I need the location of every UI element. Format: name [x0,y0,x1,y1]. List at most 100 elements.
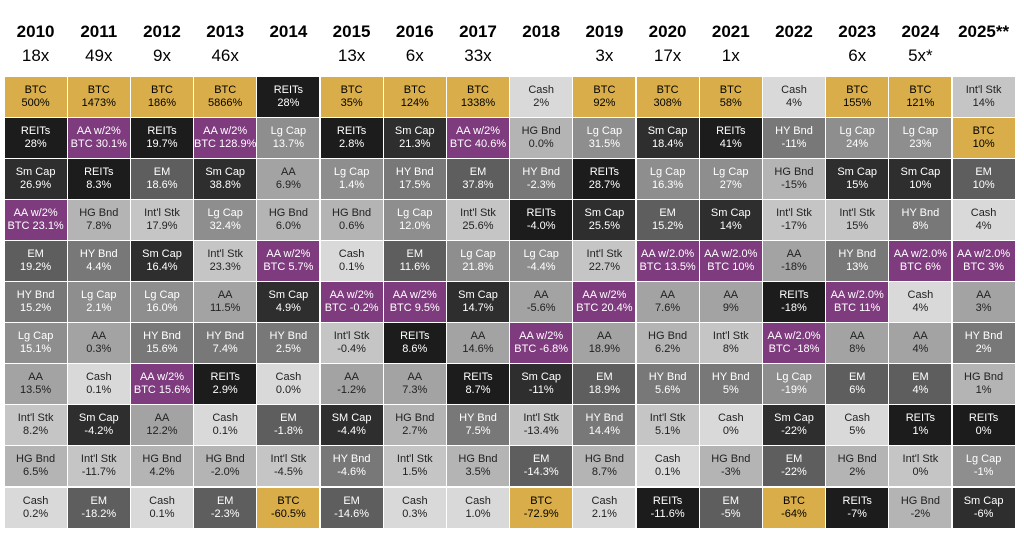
return-value: -22% [781,466,807,479]
return-cell: REITs 28% [257,76,320,117]
return-value: 155% [843,96,872,109]
asset-label: HY Bnd [459,412,497,425]
return-cell: Cash 5% [826,405,889,446]
return-value: -14.6% [334,507,370,520]
return-cell: AA w/2% BTC 9.5% [383,282,446,323]
return-cell: HY Bnd 7.4% [194,323,257,364]
asset-label: AA w/2.0% [956,247,1011,260]
asset-label: HG Bnd [79,206,119,219]
return-value: 0.0% [275,384,301,397]
return-value: -13.4% [523,425,559,438]
return-value: 1338% [460,96,496,109]
year-label: 2011 [80,22,118,41]
return-value: 19.7% [146,137,178,150]
return-cell: AA 18.9% [573,323,636,364]
return-cell: Lg Cap 1.4% [320,158,383,199]
return-value: -4.4% [526,260,556,273]
return-cell: Cash 0.2% [4,487,67,528]
return-cell: BTC 92% [573,76,636,117]
return-value: 1.0% [465,507,491,520]
asset-label: Cash [149,494,175,507]
return-cell: EM 37.8% [446,158,510,199]
return-cell: Lg Cap 16.0% [130,282,194,323]
asset-label: HG Bnd [900,494,940,507]
return-cell: REITs 0% [952,405,1015,446]
return-cell: Cash 4% [952,199,1015,240]
asset-label: Sm Cap [774,412,814,425]
return-value: -6% [973,507,994,520]
asset-label: HY Bnd [206,330,245,343]
return-cell: AA w/2% BTC 128.9% [194,117,257,158]
return-cell: BTC -64% [762,487,826,528]
column-header-2013: 2013 46x [194,0,257,76]
return-cell: BTC -60.5% [257,487,320,528]
asset-label: EM [659,206,676,219]
return-value: 14.7% [462,302,494,315]
return-value: -3% [721,466,741,479]
asset-label: AA [849,330,865,343]
asset-label: BTC [466,83,489,96]
asset-label: AA w/2.0% [830,289,884,302]
return-value: 7.5% [465,425,491,438]
asset-label: REITs [336,124,367,137]
year-label: 2012 [143,22,181,41]
return-value: 15% [846,178,869,191]
return-cell: AA 6.9% [257,158,320,199]
asset-label: AA w/2.0% [640,247,695,260]
return-value: 0.0% [528,137,554,150]
return-value: 32.4% [209,219,241,232]
return-cell: Sm Cap 14% [699,199,762,240]
asset-label: Int'l Stk [649,412,686,425]
return-cell: BTC -72.9% [510,487,573,528]
asset-label: Lg Cap [397,206,433,219]
return-cell: EM 4% [889,364,952,405]
return-cell: Sm Cap -4.2% [67,405,130,446]
return-value: BTC 9.5% [389,302,440,315]
return-value: 25.5% [588,219,620,232]
return-cell: HG Bnd -15% [762,158,826,199]
return-cell: HY Bnd 4.4% [67,240,130,281]
asset-label: REITs [400,330,430,343]
asset-label: AA [154,412,170,425]
asset-label: Lg Cap [207,206,243,219]
btc-multiple-label: 46x [211,46,239,65]
return-cell: AA w/2% BTC 5.7% [257,240,320,281]
asset-label: Cash [654,453,681,466]
return-cell: Lg Cap 31.5% [573,117,636,158]
return-cell: EM -14.3% [510,446,573,487]
asset-label: Sm Cap [205,165,246,178]
return-value: 1.4% [339,178,365,191]
asset-label: BTC [24,83,47,96]
return-cell: EM 11.6% [383,240,446,281]
return-cell: Sm Cap 21.3% [383,117,446,158]
asset-label: REITs [147,124,177,137]
return-cell: AA w/2% BTC -6.8% [510,323,573,364]
asset-label: AA w/2% [582,289,627,302]
return-cell: Sm Cap 14.7% [446,282,510,323]
return-value: 4% [912,343,929,356]
asset-label: Cash [22,494,49,507]
return-cell: AA w/2.0% BTC 6% [889,240,952,281]
return-value: -18.2% [81,507,117,520]
return-cell: REITs 8.3% [67,158,130,199]
return-value: BTC 128.9% [194,137,257,150]
return-value: 2.8% [339,137,365,150]
asset-label: Cash [844,412,871,425]
asset-label: AA w/2% [329,289,374,302]
return-cell: Cash 2.1% [573,487,636,528]
return-value: 10% [909,178,932,191]
return-cell: Int'l Stk 8.2% [4,405,67,446]
btc-multiple-label: 13x [337,46,366,65]
return-cell: HG Bnd 6.2% [636,323,699,364]
return-cell: Cash 0.0% [257,364,320,405]
asset-label: Lg Cap [81,289,117,302]
asset-label: Lg Cap [270,124,307,137]
asset-label: HY Bnd [395,165,434,178]
asset-label: AA [281,165,296,178]
return-value: 121% [906,96,935,109]
return-value: 28% [277,96,300,109]
asset-label: AA w/2% [519,330,564,343]
return-cell: Int'l Stk 22.7% [573,240,636,281]
asset-label: Cash [591,494,618,507]
